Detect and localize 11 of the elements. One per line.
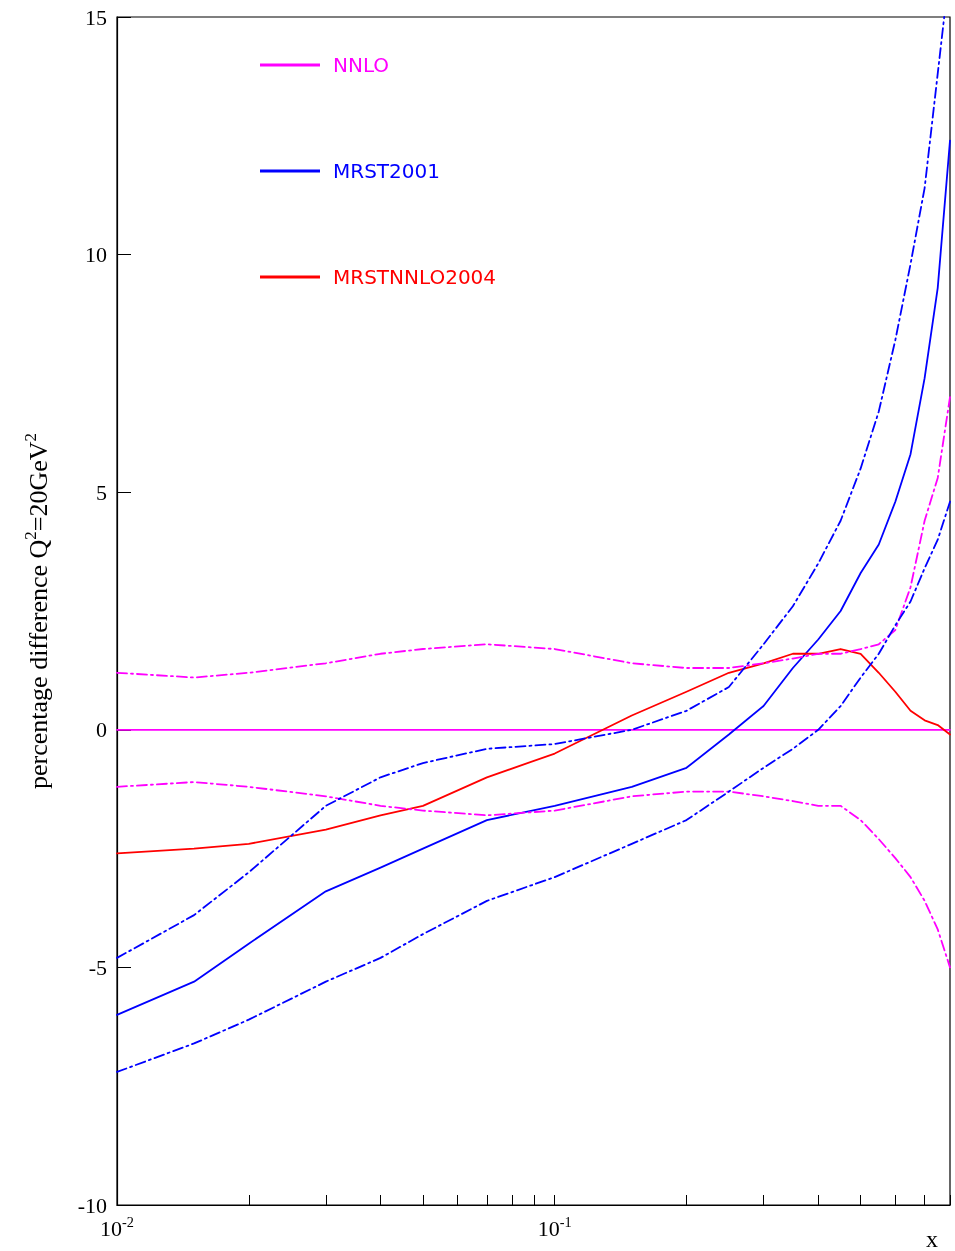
y-axis-title: percentage difference Q2=20GeV2 [21, 433, 54, 789]
legend-label: MRSTNNLO2004 [333, 265, 497, 289]
y-tick-label: -10 [77, 1192, 107, 1218]
y-tick-label: 5 [96, 479, 107, 505]
y-tick-label: 10 [85, 242, 107, 268]
y-tick-label: 0 [96, 717, 107, 743]
y-tick-label: -5 [88, 954, 107, 980]
y-tick-label: 15 [85, 4, 107, 30]
x-axis-title: x [926, 1226, 938, 1251]
legend-label: MRST2001 [333, 159, 440, 183]
legend-label: NNLO [333, 53, 390, 77]
